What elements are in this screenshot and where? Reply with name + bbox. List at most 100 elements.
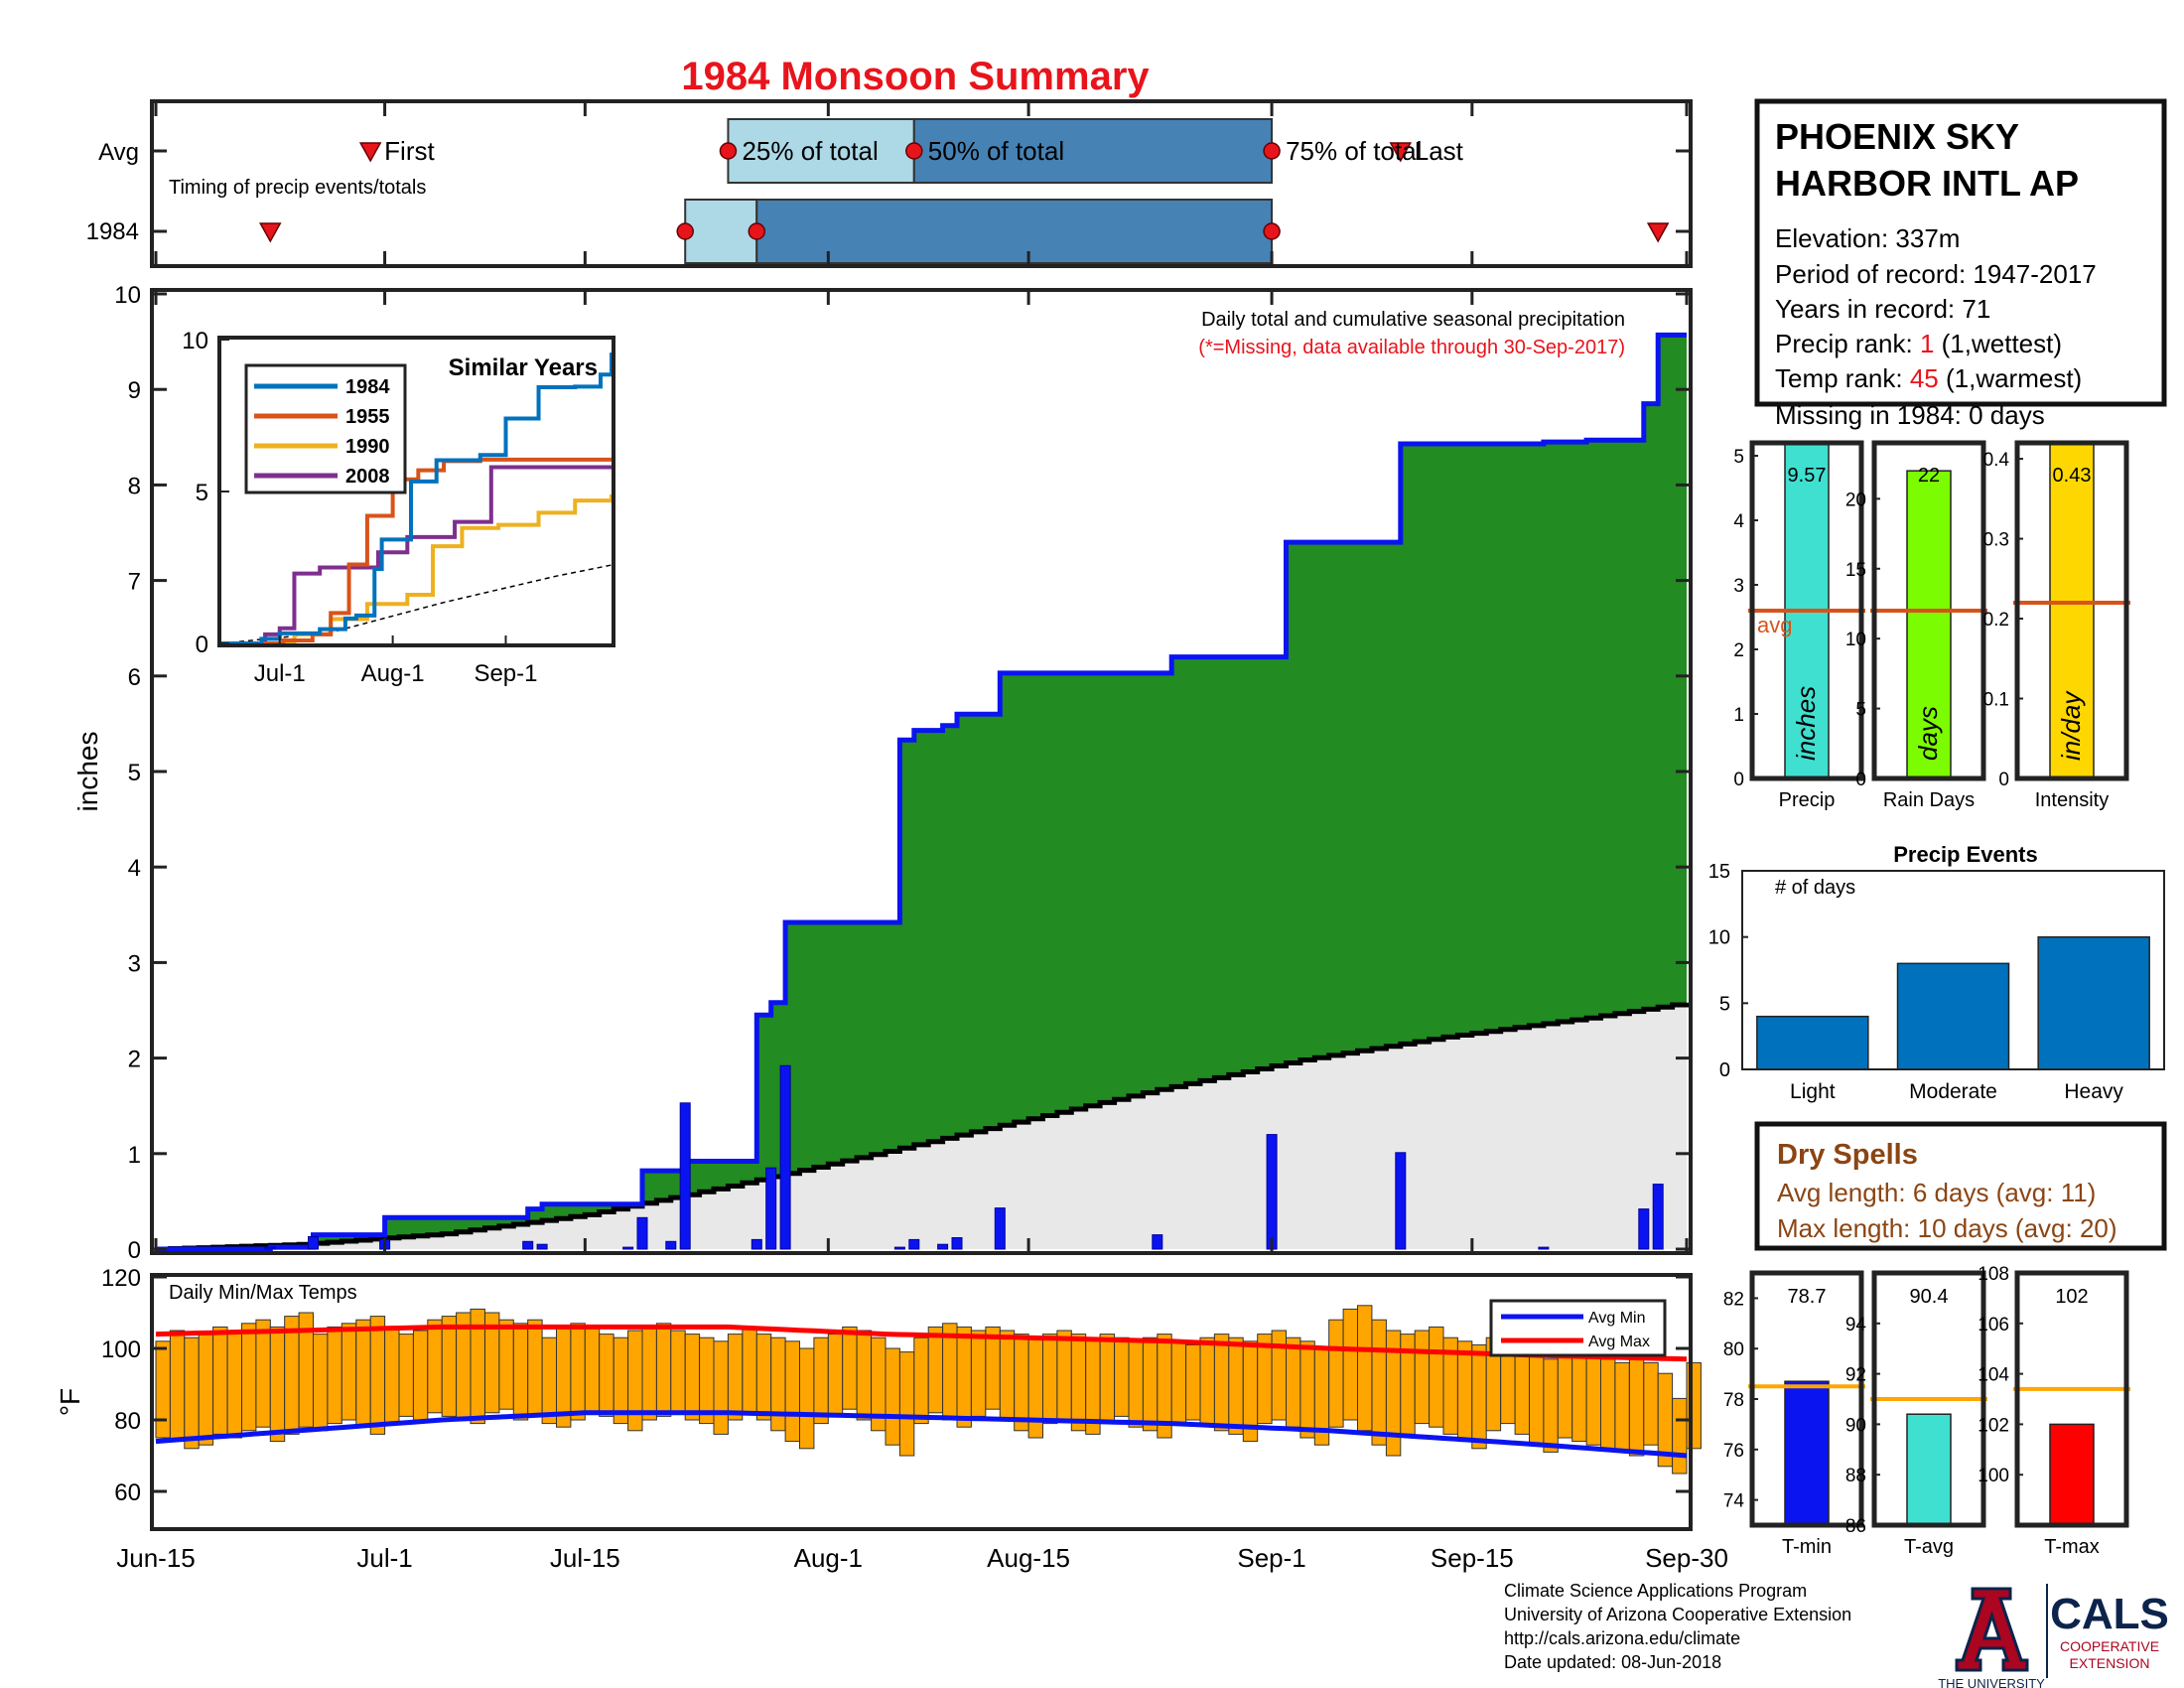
date-tick-label: Sep-30 (1645, 1543, 1728, 1573)
precip-events-bar-moderate (1896, 962, 2010, 1070)
daily-temp-range-bar (1585, 1347, 1602, 1446)
dry-spells-max-length: Max length: 10 days (avg: 20) (1777, 1213, 2117, 1243)
daily-temp-range-bar (327, 1326, 342, 1425)
precip-events-y-tick-label: 5 (1719, 993, 1730, 1015)
dry-spells-avg-length: Avg length: 6 days (avg: 11) (1777, 1178, 2096, 1207)
panel-intensity: 0.43 0 0.1 0.2 0.3 0.4 Intensity in/day (1983, 440, 2130, 811)
legend-label-1984: 1984 (345, 376, 390, 398)
daily-temp-range-bar (155, 1340, 171, 1439)
daily-precip-bar (264, 1246, 276, 1250)
timing-dot-1-avg (719, 142, 738, 160)
precip-y-tick-label: 4 (128, 855, 141, 882)
daily-precip-bar (1395, 1152, 1407, 1250)
panel-frame (1749, 440, 1864, 781)
panel-y-tick-label: 0 (1998, 770, 2009, 790)
precip-y-tick-label: 0 (128, 1237, 141, 1264)
date-tick-label: Sep-1 (1237, 1543, 1305, 1573)
daily-temp-range-bar (1128, 1340, 1144, 1428)
daily-temp-range-bar (398, 1334, 414, 1417)
similar-years-legend: 1984 1955 1990 2008 (244, 363, 407, 494)
daily-temp-range-bar (856, 1330, 873, 1421)
daily-temp-range-bar (1371, 1319, 1387, 1446)
precip-avg-label: avg (1757, 613, 1792, 637)
daily-temp-range-bar (198, 1334, 214, 1446)
daily-temp-range-bar (956, 1326, 972, 1428)
temp-rank-note: (1,warmest) (1939, 363, 2082, 393)
daily-temp-range-bar (1042, 1334, 1058, 1425)
cals-line2: EXTENSION (2070, 1655, 2150, 1671)
similar-years-axes: 0 5 10 Jul-1 Aug-1 Sep-1 (182, 328, 537, 687)
precip-rank-note: (1,wettest) (1934, 329, 2062, 358)
daily-temp-range-bar (427, 1319, 443, 1414)
daily-temp-range-bar (1456, 1340, 1473, 1443)
daily-temp-range-bar (1286, 1336, 1301, 1428)
daily-temp-range-bar (599, 1334, 614, 1417)
daily-temp-range-bar (1213, 1334, 1230, 1432)
panel-y-tick-label: 5 (1733, 447, 1744, 468)
daily-temp-range-bar (355, 1319, 371, 1428)
temps-title: Daily Min/Max Temps (169, 1282, 357, 1304)
daily-temp-range-bar (1070, 1334, 1087, 1432)
panel-y-tick-label: 80 (1723, 1339, 1744, 1360)
daily-temp-range-bar (1357, 1305, 1373, 1432)
temps-y-tick-label: 80 (114, 1408, 141, 1435)
daily-temp-range-bar (1514, 1343, 1531, 1435)
average-cumulative-area (156, 1002, 1687, 1249)
temps-frame (150, 1273, 1693, 1531)
timing-last-label: Last (1415, 136, 1464, 166)
daily-temp-range-bar (784, 1340, 801, 1443)
daily-precip-subtitle: (*=Missing, data available through 30-Se… (1198, 337, 1625, 358)
timing-panel: Avg 1984 Timing of precip events/totals … (86, 99, 1693, 268)
daily-temp-range-bar (1342, 1308, 1359, 1421)
daily-temp-range-bar (1056, 1330, 1072, 1421)
legend-label-1955: 1955 (345, 406, 390, 428)
ua-wordmark-line1: THE UNIVERSITY (1938, 1676, 2045, 1688)
precip-y-tick-label: 8 (128, 473, 141, 499)
panel-y-tick-label: 108 (1978, 1264, 2009, 1285)
precip-events-panel: Precip Events Light Moderate Heavy 0 5 10 15 #… (1708, 842, 2165, 1103)
temp-rank-label: Temp rank: (1775, 363, 1910, 393)
daily-temp-range-bar (927, 1326, 944, 1414)
cumulative-1984-line (156, 332, 1687, 1252)
daily-temp-range-bar (341, 1323, 357, 1421)
similar-year-line-1955 (221, 457, 612, 645)
timing-dot-2-avg (905, 142, 923, 160)
daily-temp-range-bar (527, 1319, 543, 1417)
daily-precip-bar (994, 1207, 1006, 1250)
daily-precip-bar (665, 1240, 677, 1250)
daily-precip-bar (536, 1243, 548, 1250)
daily-temp-range-bar (898, 1351, 915, 1457)
station-info-box: PHOENIX SKY HARBOR INTL AP Elevation: 33… (1754, 98, 2167, 430)
panel-t-min: 78.7 74 76 78 80 82 T-min (1723, 1270, 1865, 1558)
panel-x-label: T-max (2044, 1536, 2100, 1558)
precip-events-frame (1741, 870, 2165, 1070)
daily-temp-range-bar (169, 1330, 186, 1443)
dry-spells-box: Dry Spells Avg length: 6 days (avg: 11) … (1754, 1121, 2167, 1251)
precip-y-tick-label: 3 (128, 950, 141, 977)
daily-temp-range-bar (799, 1347, 815, 1450)
timing-dot-3-avg (1263, 142, 1281, 160)
daily-temp-range-bar (541, 1336, 558, 1425)
station-temp-rank: Temp rank: 45 (1,warmest) (1775, 363, 2082, 393)
daily-temp-range-bar (313, 1334, 329, 1432)
temps-y-tick-label: 120 (101, 1265, 141, 1292)
precip-events-x-label: Light (1790, 1080, 1836, 1103)
daily-temp-range-bar (770, 1336, 786, 1432)
precip-events-y-tick-label: 15 (1708, 861, 1730, 883)
cals-wordmark: CALS (2050, 1590, 2169, 1638)
daily-temp-range-bar (1228, 1336, 1244, 1435)
daily-temp-range-bar (1529, 1347, 1545, 1446)
timing-first-label: First (384, 136, 435, 166)
daily-precip-bar (1638, 1208, 1650, 1250)
daily-precip-bar (679, 1102, 691, 1250)
average-cumulative-line (156, 1002, 1690, 1252)
panel-y-tick-label: 88 (1845, 1466, 1866, 1486)
daily-precip-bar (1266, 1134, 1278, 1250)
panel-y-tick-label: 92 (1845, 1365, 1866, 1386)
panel-bar (1906, 1413, 1952, 1526)
daily-temp-range-bar (727, 1334, 744, 1421)
daily-temp-range-bar (1471, 1343, 1487, 1450)
daily-temp-range-bar (1672, 1397, 1688, 1475)
daily-temp-range-bar (1628, 1351, 1645, 1457)
